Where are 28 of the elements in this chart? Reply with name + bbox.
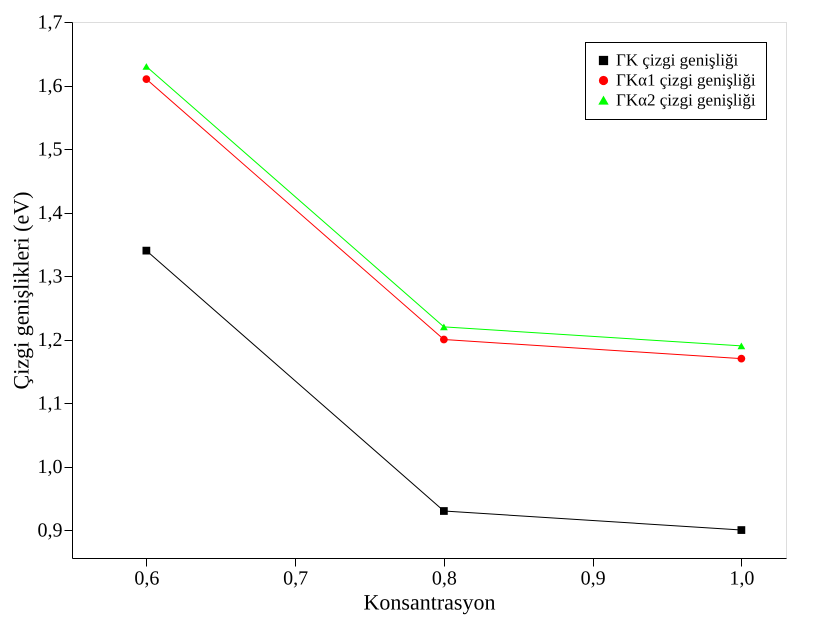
- x-tick-label: 0,6: [134, 568, 160, 590]
- point: [440, 323, 448, 330]
- point: [738, 354, 746, 362]
- y-axis-title: Çizgi genişlikleri (eV): [8, 192, 34, 390]
- point: [738, 526, 746, 534]
- legend-label: ΓKα1 çizgi genişliği: [616, 70, 756, 90]
- x-tick-label: 1,0: [729, 568, 754, 590]
- y-tick-label: 1,1: [38, 392, 62, 415]
- y-tick-label: 1,2: [38, 329, 62, 352]
- y-tick-label: 1,7: [38, 12, 62, 34]
- point: [440, 507, 448, 515]
- y-tick-label: 1,3: [38, 266, 62, 288]
- point: [738, 342, 746, 350]
- legend-label: ΓK çizgi genişliği: [616, 50, 738, 70]
- legend-label: ΓKα2 çizgi genişliği: [616, 90, 756, 110]
- x-tick-label: 0,7: [283, 568, 308, 590]
- y-tick-label: 1,4: [38, 202, 62, 224]
- y-tick-label: 0,9: [38, 520, 62, 542]
- y-tick-label: 1,5: [38, 138, 62, 161]
- x-tick-label: 0,9: [580, 568, 606, 590]
- point: [142, 75, 150, 84]
- point: [142, 246, 150, 254]
- x-tick-label: 0,8: [432, 568, 457, 590]
- point: [440, 336, 448, 344]
- y-tick-label: 1,0: [38, 456, 62, 478]
- y-tick-label: 1,6: [38, 75, 62, 98]
- x-axis-title: Konsantrasyon: [364, 590, 496, 614]
- point: [142, 63, 150, 70]
